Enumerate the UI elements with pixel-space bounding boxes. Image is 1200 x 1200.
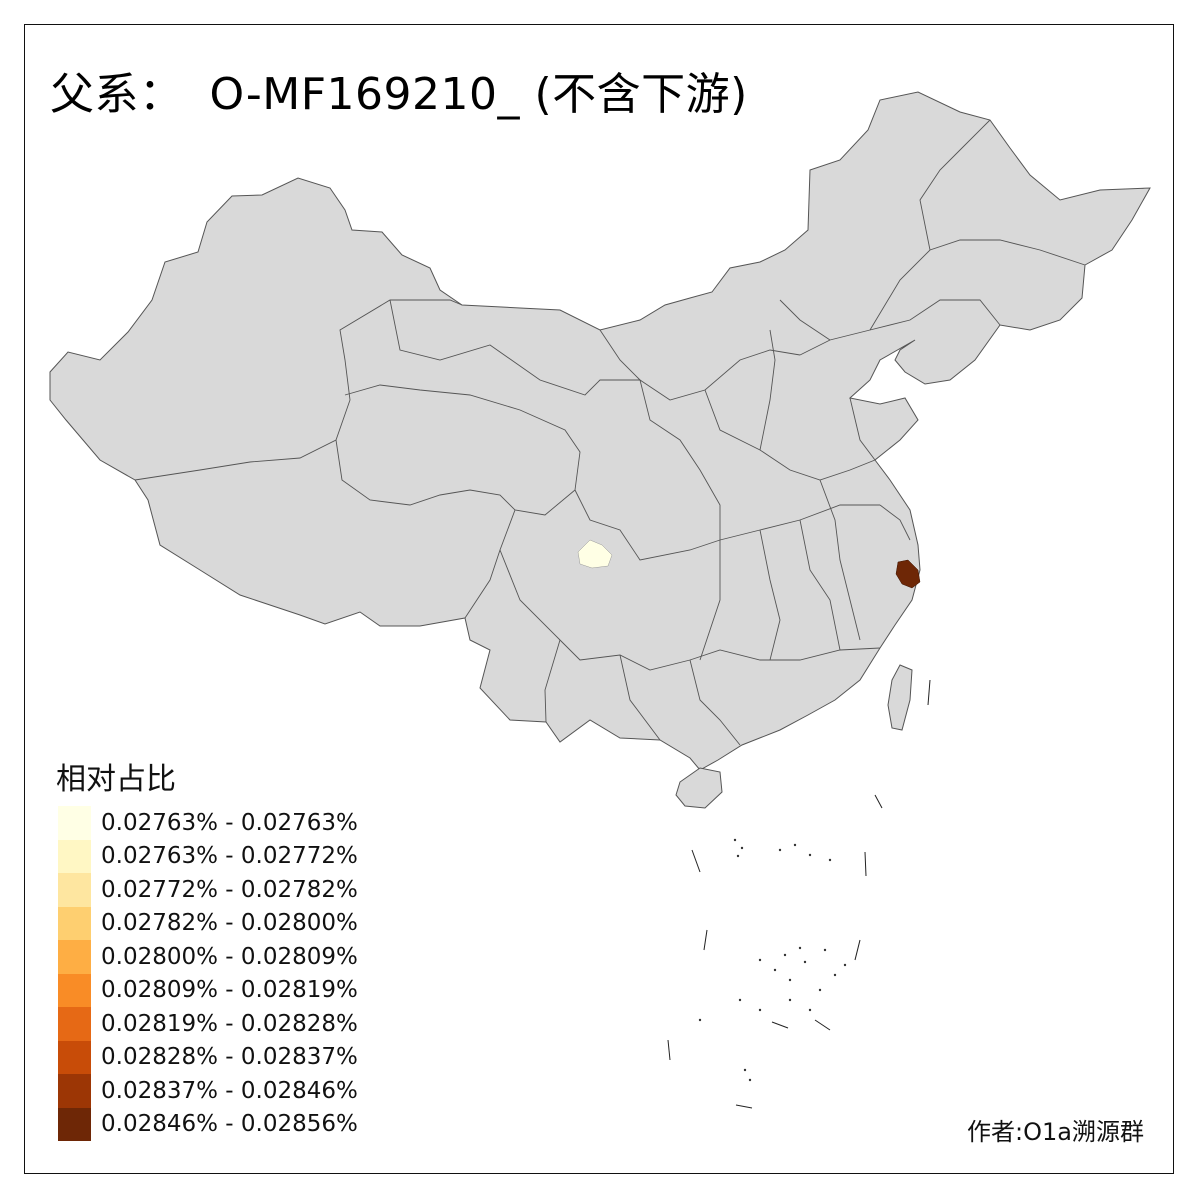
legend-item: 0.02837% - 0.02846% <box>58 1074 358 1108</box>
legend-label: 0.02772% - 0.02782% <box>101 876 358 903</box>
legend-item: 0.02809% - 0.02819% <box>58 973 358 1007</box>
legend-label: 0.02837% - 0.02846% <box>101 1077 358 1104</box>
region-zhejiang-north <box>895 559 921 589</box>
legend-item: 0.02819% - 0.02828% <box>58 1007 358 1041</box>
legend: 0.02763% - 0.02763% 0.02763% - 0.02772% … <box>58 806 358 1141</box>
legend-swatch <box>58 839 91 873</box>
taiwan-island <box>887 664 913 731</box>
legend-label: 0.02763% - 0.02763% <box>101 809 358 836</box>
reef-dots <box>698 838 847 1082</box>
legend-label: 0.02800% - 0.02809% <box>101 943 358 970</box>
map-title: 父系： O-MF169210_ (不含下游) <box>50 58 748 122</box>
title-prefix: 父系： <box>50 69 184 120</box>
legend-item: 0.02800% - 0.02809% <box>58 940 358 974</box>
legend-title: 相对占比 <box>56 762 176 797</box>
legend-label: 0.02782% - 0.02800% <box>101 910 358 937</box>
legend-swatch <box>58 1107 91 1141</box>
legend-item: 0.02828% - 0.02837% <box>58 1040 358 1074</box>
legend-swatch <box>58 906 91 940</box>
legend-label: 0.02828% - 0.02837% <box>101 1044 358 1071</box>
legend-label: 0.02763% - 0.02772% <box>101 843 358 870</box>
legend-swatch <box>58 1040 91 1074</box>
legend-swatch <box>58 873 91 907</box>
legend-item: 0.02782% - 0.02800% <box>58 906 358 940</box>
legend-item: 0.02763% - 0.02772% <box>58 839 358 873</box>
mainland-outline <box>49 91 1151 771</box>
legend-swatch <box>58 1007 91 1041</box>
legend-item: 0.02763% - 0.02763% <box>58 806 358 840</box>
region-chengdu <box>577 539 613 569</box>
hainan-island <box>675 767 723 809</box>
province-borders <box>134 119 1086 746</box>
author-credit: 作者:O1a溯源群 <box>967 1118 1144 1146</box>
title-haplogroup: O-MF169210_ (不含下游) <box>209 69 748 120</box>
legend-swatch <box>58 1074 91 1108</box>
legend-swatch <box>58 973 91 1007</box>
legend-item: 0.02772% - 0.02782% <box>58 873 358 907</box>
legend-swatch <box>58 940 91 974</box>
south-china-sea-islands <box>667 679 931 1109</box>
legend-label: 0.02819% - 0.02828% <box>101 1010 358 1037</box>
legend-label: 0.02846% - 0.02856% <box>101 1111 358 1138</box>
legend-swatch <box>58 806 91 840</box>
legend-item: 0.02846% - 0.02856% <box>58 1107 358 1141</box>
legend-label: 0.02809% - 0.02819% <box>101 977 358 1004</box>
